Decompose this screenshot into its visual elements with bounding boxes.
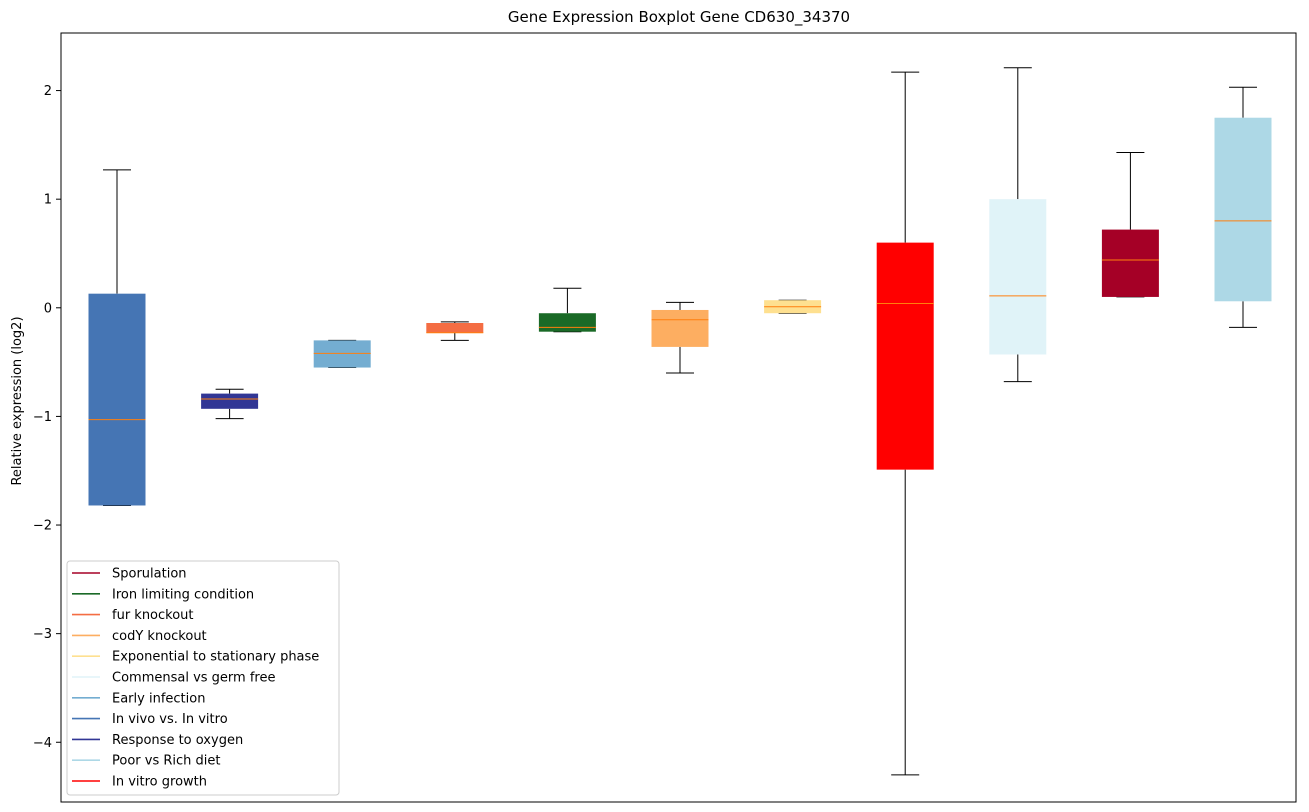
box-group: [201, 388, 259, 420]
y-tick-label: 2: [44, 84, 52, 99]
box-body: [313, 340, 371, 368]
legend-label: Early infection: [112, 691, 205, 706]
box-group: [313, 339, 371, 369]
box-group: [989, 67, 1047, 383]
legend-label: Response to oxygen: [112, 733, 243, 748]
box-body: [426, 323, 484, 333]
legend-item: In vivo vs. In vitro: [72, 712, 228, 727]
legend: Sporulation Iron limiting condition fur kn…: [66, 560, 340, 796]
legend-item: In vitro growth: [72, 775, 207, 790]
box-body: [1214, 117, 1272, 302]
y-tick-label: −2: [33, 519, 52, 534]
box-body: [201, 393, 259, 409]
legend-item: Sporulation: [72, 567, 187, 582]
legend-item: codY knockout: [72, 629, 207, 644]
legend-item: fur knockout: [72, 608, 194, 623]
box-group: [538, 287, 596, 333]
legend-item: Iron limiting condition: [72, 587, 254, 602]
box-body: [651, 309, 709, 347]
box-body: [538, 313, 596, 332]
box-body: [1101, 229, 1159, 297]
legend-item: Commensal vs germ free: [72, 671, 275, 686]
legend-label: In vivo vs. In vitro: [112, 712, 228, 727]
box-group: [1101, 151, 1159, 298]
y-tick-label: −4: [33, 736, 52, 751]
legend-label: In vitro growth: [112, 775, 207, 790]
y-axis-label: Relative expression (log2): [10, 316, 25, 485]
y-tick-label: −3: [33, 627, 52, 642]
box-group: [1214, 86, 1272, 328]
legend-label: Commensal vs germ free: [112, 671, 275, 686]
box-body: [88, 293, 146, 506]
box-group: [88, 169, 146, 506]
legend-frame: [66, 560, 340, 796]
y-tick-label: 0: [44, 301, 52, 316]
y-tick-label: −1: [33, 410, 52, 425]
legend-label: Sporulation: [112, 567, 187, 582]
legend-item: Exponential to stationary phase: [72, 650, 319, 665]
box-group: [651, 301, 709, 374]
box-group: [876, 71, 934, 776]
legend-item: Response to oxygen: [72, 733, 243, 748]
legend-label: Poor vs Rich diet: [112, 754, 220, 769]
y-tick-label: 1: [44, 193, 52, 208]
box-body: [989, 199, 1047, 355]
legend-label: Exponential to stationary phase: [112, 650, 319, 665]
plot-frame: [60, 32, 1297, 803]
box-body: [876, 242, 934, 470]
legend-label: fur knockout: [112, 608, 194, 623]
legend-item: Poor vs Rich diet: [72, 754, 220, 769]
box-group: [426, 321, 484, 341]
legend-label: Iron limiting condition: [112, 587, 254, 602]
boxes-layer: [88, 67, 1272, 776]
legend-label: codY knockout: [112, 629, 207, 644]
chart-title: Gene Expression Boxplot Gene CD630_34370: [508, 8, 850, 27]
box-group: [764, 299, 822, 314]
y-axis: −4 −3 −2 −1 0 1 2: [33, 84, 61, 751]
legend-item: Early infection: [72, 691, 205, 706]
